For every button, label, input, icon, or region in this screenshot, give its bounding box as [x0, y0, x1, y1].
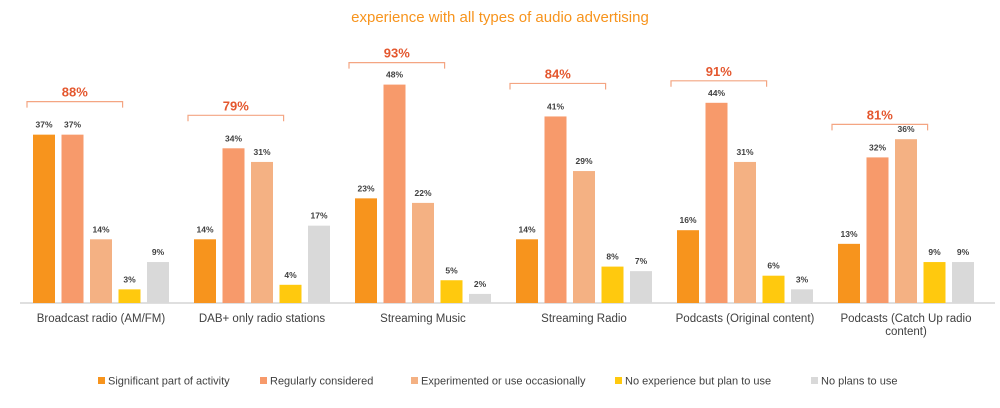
total-label: 84% [545, 66, 571, 81]
bar-value-label: 9% [957, 247, 970, 257]
bar-no-plans-to-use-3 [630, 271, 652, 303]
chart-title: experience with all types of audio adver… [351, 9, 649, 26]
total-label: 88% [62, 85, 88, 100]
legend-label: Experimented or use occasionally [421, 376, 586, 388]
bar-value-label: 9% [928, 247, 941, 257]
bar-value-label: 3% [123, 274, 136, 284]
category-label: Broadcast radio (AM/FM) [37, 313, 166, 325]
bar-regularly-considered-3 [544, 116, 567, 303]
total-bracket [670, 80, 768, 87]
bar-value-label: 14% [196, 224, 213, 234]
bar-value-label: 6% [767, 261, 780, 271]
total-bracket [509, 82, 607, 90]
bar-significant-part-of-activity-1 [194, 239, 216, 303]
bar-value-label: 23% [357, 183, 374, 193]
category-label: content) [885, 326, 927, 338]
legend-label: No plans to use [821, 376, 897, 388]
bar-no-experience-but-plan-to-use-2 [440, 280, 463, 303]
bar-significant-part-of-activity-4 [677, 230, 699, 303]
bar-value-label: 2% [474, 279, 487, 289]
bar-value-label: 41% [547, 101, 564, 111]
bar-significant-part-of-activity-3 [516, 239, 538, 303]
bar-value-label: 36% [897, 124, 914, 134]
bar-value-label: 16% [679, 215, 696, 225]
total-label: 79% [223, 98, 249, 113]
bar-regularly-considered-2 [383, 84, 406, 303]
bar-no-experience-but-plan-to-use-1 [279, 284, 302, 303]
bar-no-experience-but-plan-to-use-3 [601, 266, 624, 303]
bars-layer [33, 84, 974, 303]
bar-regularly-considered-0 [61, 134, 84, 303]
total-label: 91% [706, 64, 732, 79]
total-bracket [348, 62, 446, 69]
bar-experimented-or-use-occasionally-3 [573, 171, 595, 303]
category-label: Podcasts (Original content) [676, 313, 815, 325]
category-label: Streaming Radio [541, 313, 627, 325]
bar-value-label: 8% [606, 252, 619, 262]
bar-value-label: 22% [414, 188, 431, 198]
bar-regularly-considered-4 [705, 102, 728, 303]
bar-value-label: 17% [310, 211, 327, 221]
bar-no-experience-but-plan-to-use-5 [923, 262, 946, 303]
total-bracket [187, 114, 285, 122]
bar-no-experience-but-plan-to-use-0 [118, 289, 141, 303]
bar-no-plans-to-use-1 [308, 225, 330, 303]
legend: Significant part of activity Regularly co… [98, 376, 897, 388]
bar-significant-part-of-activity-5 [838, 243, 860, 303]
bar-value-label: 7% [635, 256, 648, 266]
bar-significant-part-of-activity-2 [355, 198, 377, 303]
legend-label: No experience but plan to use [625, 376, 771, 388]
legend-swatch [811, 377, 818, 384]
bar-value-label: 14% [92, 224, 109, 234]
bar-regularly-considered-1 [222, 148, 245, 303]
bar-no-plans-to-use-0 [147, 262, 169, 303]
bar-value-label: 29% [575, 156, 592, 166]
bar-value-label: 48% [386, 70, 403, 80]
total-label: 93% [384, 46, 410, 61]
bar-value-label: 37% [64, 120, 81, 130]
bar-experimented-or-use-occasionally-1 [251, 161, 273, 303]
bar-value-label: 31% [736, 147, 753, 157]
bar-significant-part-of-activity-0 [33, 134, 55, 303]
total-label: 81% [867, 107, 893, 122]
legend-swatch [411, 377, 418, 384]
bar-value-label: 31% [253, 147, 270, 157]
legend-swatch [615, 377, 622, 384]
bar-value-label: 44% [708, 88, 725, 98]
total-bracket [26, 101, 124, 108]
category-label: Podcasts (Catch Up radio [840, 313, 971, 325]
bar-no-plans-to-use-4 [791, 289, 813, 303]
legend-swatch [98, 377, 105, 384]
bar-value-label: 14% [518, 224, 535, 234]
bar-value-label: 37% [35, 120, 52, 130]
category-label: DAB+ only radio stations [199, 313, 325, 325]
category-label: Streaming Music [380, 313, 466, 325]
bar-value-label: 32% [869, 142, 886, 152]
bar-value-label: 5% [445, 265, 458, 275]
bar-no-experience-but-plan-to-use-4 [762, 275, 785, 303]
bar-regularly-considered-5 [866, 157, 889, 303]
bar-value-label: 4% [284, 270, 297, 280]
legend-swatch [260, 377, 267, 384]
bar-value-label: 13% [840, 229, 857, 239]
bar-experimented-or-use-occasionally-0 [90, 239, 112, 303]
bar-value-label: 3% [796, 274, 809, 284]
legend-label: Significant part of activity [108, 376, 230, 388]
labels-layer: 37% 37% 14% 3% 9% 88% Broadcast radio (AM/FM) 1… [26, 46, 972, 338]
bar-value-label: 34% [225, 133, 242, 143]
bar-experimented-or-use-occasionally-2 [412, 202, 434, 303]
bar-no-plans-to-use-5 [952, 262, 974, 303]
total-bracket [831, 123, 929, 131]
bar-experimented-or-use-occasionally-4 [734, 161, 756, 303]
bar-value-label: 9% [152, 247, 165, 257]
legend-label: Regularly considered [270, 376, 373, 388]
bar-experimented-or-use-occasionally-5 [895, 139, 917, 303]
bar-no-plans-to-use-2 [469, 293, 491, 303]
